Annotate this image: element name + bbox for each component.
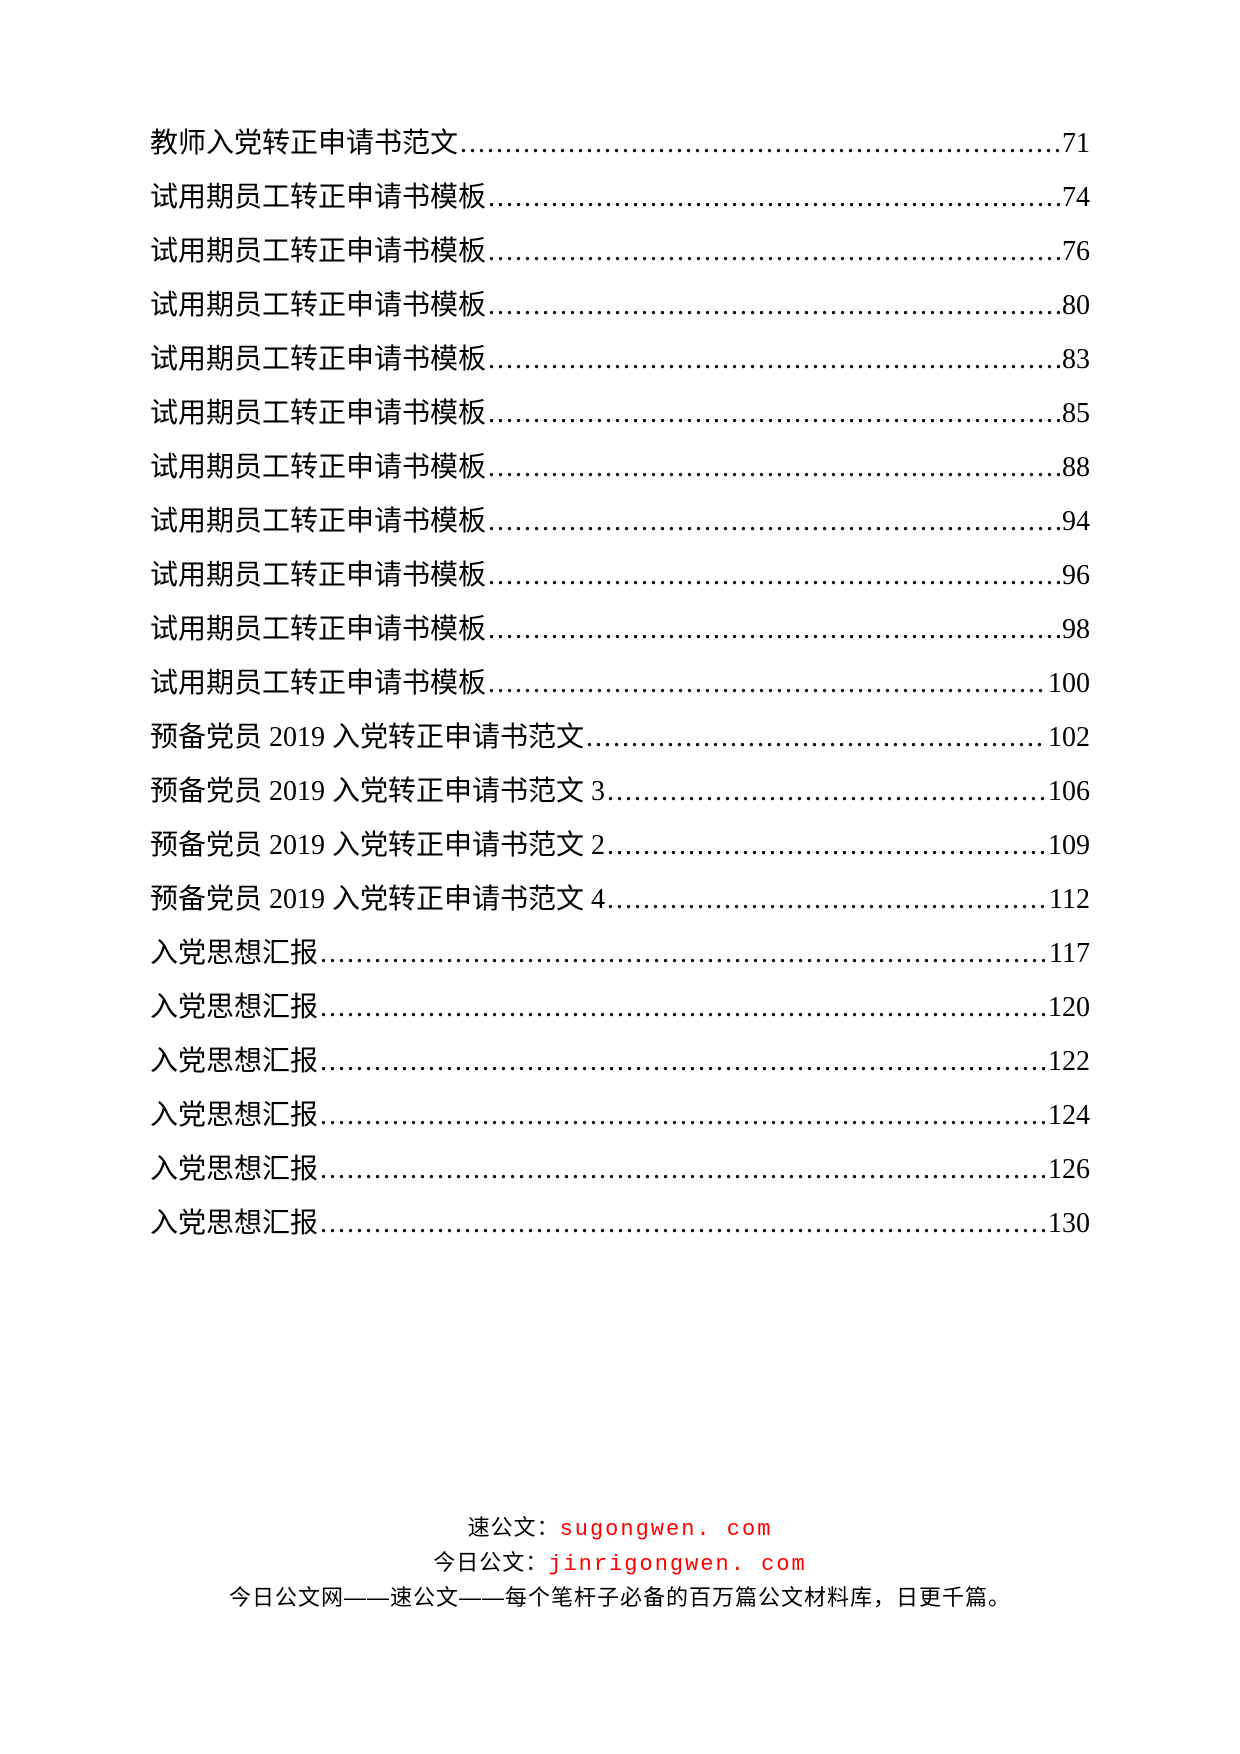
footer-label-1: 速公文： — [468, 1515, 560, 1540]
footer-url-2: jinrigongwen. com — [548, 1552, 806, 1577]
toc-entry: 入党思想汇报 130 — [150, 1210, 1090, 1238]
toc-entry-page: 120 — [1048, 994, 1090, 1022]
toc-entry-page: 76 — [1062, 238, 1090, 266]
toc-entry: 试用期员工转正申请书模板 80 — [150, 292, 1090, 320]
toc-entry-title: 入党思想汇报 — [150, 1048, 318, 1076]
toc-entry-title: 试用期员工转正申请书模板 — [150, 508, 486, 536]
toc-page: 教师入党转正申请书范文 71 试用期员工转正申请书模板 74 试用期员工转正申请书模板 7… — [0, 0, 1240, 1238]
page-footer: 速公文：sugongwen. com 今日公文：jinrigongwen. co… — [0, 1511, 1240, 1614]
toc-entry-title: 试用期员工转正申请书模板 — [150, 184, 486, 212]
toc-entry: 试用期员工转正申请书模板 94 — [150, 508, 1090, 536]
toc-entry-page: 122 — [1048, 1048, 1090, 1076]
toc-dot-leader — [488, 238, 1060, 266]
toc-dot-leader — [586, 724, 1046, 752]
toc-dot-leader — [320, 1210, 1046, 1238]
footer-label-2: 今日公文： — [433, 1550, 548, 1575]
toc-list: 教师入党转正申请书范文 71 试用期员工转正申请书模板 74 试用期员工转正申请书模板 7… — [150, 130, 1090, 1238]
toc-entry: 试用期员工转正申请书模板 74 — [150, 184, 1090, 212]
toc-entry-page: 109 — [1048, 832, 1090, 860]
toc-entry: 试用期员工转正申请书模板 96 — [150, 562, 1090, 590]
toc-entry-title: 入党思想汇报 — [150, 994, 318, 1022]
toc-entry-page: 126 — [1048, 1156, 1090, 1184]
toc-dot-leader — [607, 832, 1046, 860]
toc-entry-page: 112 — [1049, 886, 1090, 914]
footer-url-1: sugongwen. com — [560, 1517, 773, 1542]
toc-entry: 试用期员工转正申请书模板 100 — [150, 670, 1090, 698]
toc-dot-leader — [488, 292, 1060, 320]
toc-dot-leader — [320, 994, 1046, 1022]
toc-entry-page: 130 — [1048, 1210, 1090, 1238]
toc-entry: 教师入党转正申请书范文 71 — [150, 130, 1090, 158]
toc-dot-leader — [488, 454, 1060, 482]
toc-entry-page: 117 — [1049, 940, 1090, 968]
footer-line-2: 今日公文：jinrigongwen. com — [0, 1546, 1240, 1581]
toc-entry-page: 83 — [1062, 346, 1090, 374]
toc-dot-leader — [320, 1048, 1046, 1076]
toc-dot-leader — [460, 130, 1060, 158]
toc-dot-leader — [488, 562, 1060, 590]
toc-entry-title: 试用期员工转正申请书模板 — [150, 400, 486, 428]
toc-entry-title: 试用期员工转正申请书模板 — [150, 346, 486, 374]
toc-entry-page: 88 — [1062, 454, 1090, 482]
toc-entry-title: 试用期员工转正申请书模板 — [150, 454, 486, 482]
toc-entry-title: 试用期员工转正申请书模板 — [150, 562, 486, 590]
toc-entry-page: 94 — [1062, 508, 1090, 536]
toc-dot-leader — [320, 940, 1047, 968]
toc-entry: 试用期员工转正申请书模板 76 — [150, 238, 1090, 266]
toc-entry-page: 96 — [1062, 562, 1090, 590]
toc-dot-leader — [488, 616, 1060, 644]
toc-dot-leader — [607, 778, 1046, 806]
toc-entry-page: 98 — [1062, 616, 1090, 644]
toc-entry-page: 80 — [1062, 292, 1090, 320]
toc-entry-title: 入党思想汇报 — [150, 1156, 318, 1184]
toc-entry-title: 预备党员 2019 入党转正申请书范文 — [150, 724, 584, 752]
toc-entry-title: 入党思想汇报 — [150, 1210, 318, 1238]
toc-entry-title: 预备党员 2019 入党转正申请书范文 2 — [150, 832, 605, 860]
toc-entry-title: 入党思想汇报 — [150, 1102, 318, 1130]
toc-entry-title: 教师入党转正申请书范文 — [150, 130, 458, 158]
toc-entry-page: 124 — [1048, 1102, 1090, 1130]
toc-entry: 预备党员 2019 入党转正申请书范文 4 112 — [150, 886, 1090, 914]
toc-entry: 预备党员 2019 入党转正申请书范文 102 — [150, 724, 1090, 752]
toc-dot-leader — [488, 670, 1046, 698]
toc-dot-leader — [320, 1102, 1046, 1130]
toc-entry: 入党思想汇报 122 — [150, 1048, 1090, 1076]
toc-entry: 入党思想汇报 124 — [150, 1102, 1090, 1130]
toc-dot-leader — [488, 508, 1060, 536]
toc-entry-title: 入党思想汇报 — [150, 940, 318, 968]
toc-entry-title: 试用期员工转正申请书模板 — [150, 616, 486, 644]
toc-entry-title: 预备党员 2019 入党转正申请书范文 3 — [150, 778, 605, 806]
toc-entry: 入党思想汇报 120 — [150, 994, 1090, 1022]
toc-dot-leader — [320, 1156, 1046, 1184]
toc-dot-leader — [488, 346, 1060, 374]
toc-entry-page: 106 — [1048, 778, 1090, 806]
toc-entry: 试用期员工转正申请书模板 85 — [150, 400, 1090, 428]
toc-entry: 入党思想汇报 117 — [150, 940, 1090, 968]
toc-entry: 试用期员工转正申请书模板 88 — [150, 454, 1090, 482]
footer-line-3: 今日公文网——速公文——每个笔杆子必备的百万篇公文材料库，日更千篇。 — [0, 1581, 1240, 1614]
toc-entry-title: 试用期员工转正申请书模板 — [150, 670, 486, 698]
footer-line-1: 速公文：sugongwen. com — [0, 1511, 1240, 1546]
toc-entry: 入党思想汇报 126 — [150, 1156, 1090, 1184]
toc-entry-title: 预备党员 2019 入党转正申请书范文 4 — [150, 886, 605, 914]
toc-entry-page: 71 — [1062, 130, 1090, 158]
toc-dot-leader — [488, 400, 1060, 428]
toc-dot-leader — [488, 184, 1060, 212]
toc-entry-title: 试用期员工转正申请书模板 — [150, 238, 486, 266]
toc-entry: 预备党员 2019 入党转正申请书范文 2 109 — [150, 832, 1090, 860]
toc-entry-page: 102 — [1048, 724, 1090, 752]
toc-entry-page: 74 — [1062, 184, 1090, 212]
toc-entry-page: 100 — [1048, 670, 1090, 698]
toc-entry: 试用期员工转正申请书模板 98 — [150, 616, 1090, 644]
toc-entry-title: 试用期员工转正申请书模板 — [150, 292, 486, 320]
toc-entry: 预备党员 2019 入党转正申请书范文 3 106 — [150, 778, 1090, 806]
toc-entry-page: 85 — [1062, 400, 1090, 428]
toc-dot-leader — [607, 886, 1047, 914]
toc-entry: 试用期员工转正申请书模板 83 — [150, 346, 1090, 374]
